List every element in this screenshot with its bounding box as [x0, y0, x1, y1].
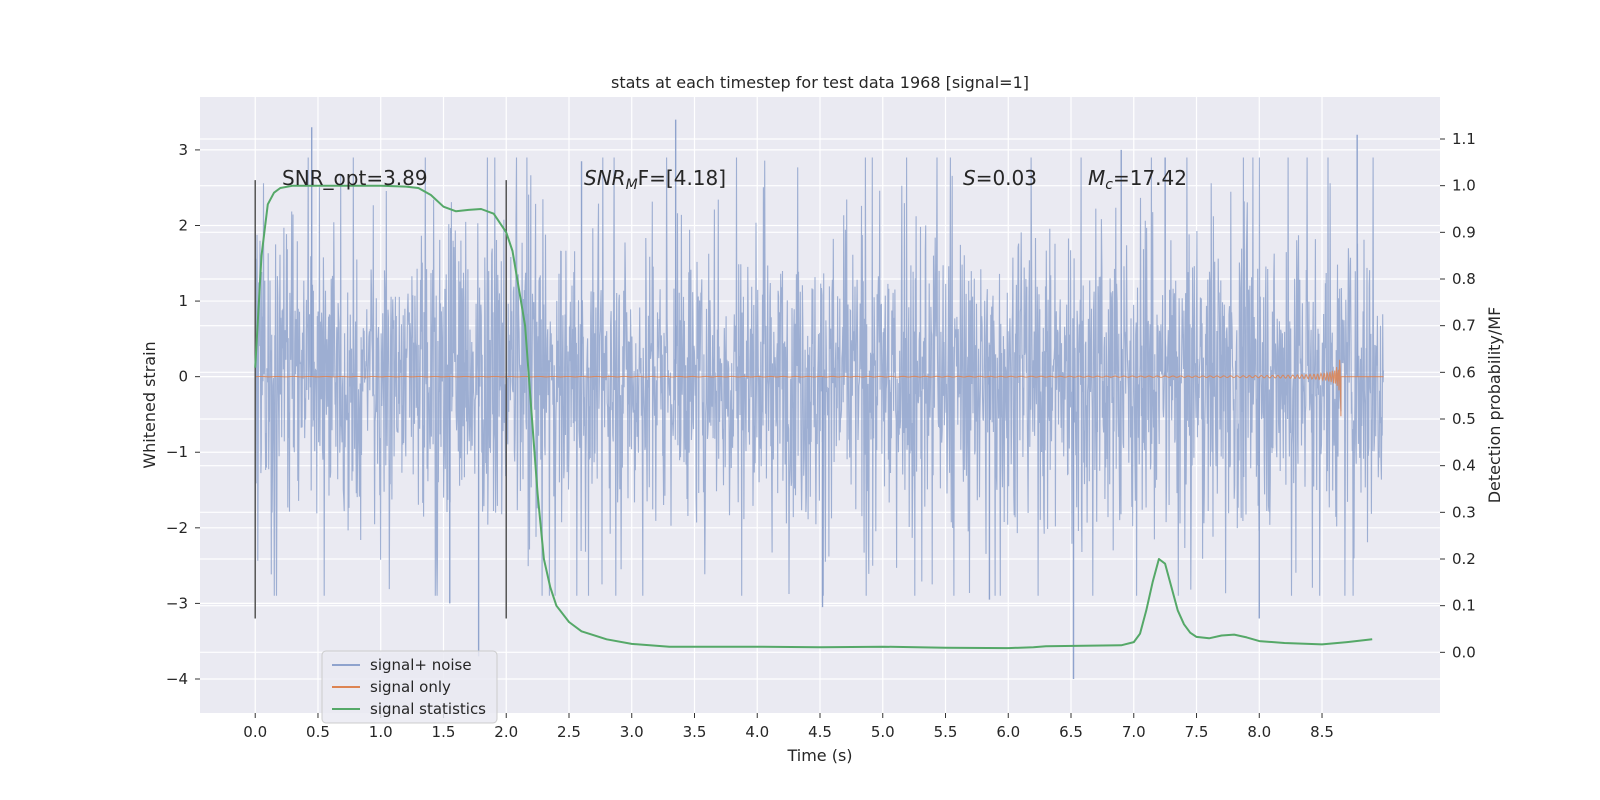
y-left-tick-label-2: 1: [178, 292, 188, 310]
mc-var: M: [1088, 166, 1105, 190]
y-right-tick-label-4: 0.7: [1452, 317, 1476, 335]
series-signal-plus-noise: [254, 119, 1385, 679]
x-axis-ticks: 0.0 0.5 1.0 1.5 2.0 2.5 3.0 3.5 4.0 4.5 5.0 5.5 6.0 6…: [243, 713, 1334, 741]
x-tick-label-9: 4.5: [808, 723, 832, 741]
annotation-s: S=0.03: [963, 166, 1037, 190]
y-right-axis-label: Detection probability/MF: [1485, 307, 1504, 504]
y-right-axis-ticks: 1.1 1.0 0.9 0.8 0.7 0.6 0.5 0.4 0.3 0.2 0.1 0.0: [1440, 130, 1476, 661]
signal-only-trace: [255, 359, 1384, 417]
signal-statistics-line: [254, 184, 1373, 650]
x-tick-label-17: 8.5: [1310, 723, 1334, 741]
y-right-tick-label-1: 1.0: [1452, 177, 1476, 195]
y-left-tick-label-5: −2: [166, 519, 188, 537]
y-right-tick-label-0: 1.1: [1452, 130, 1476, 148]
y-left-tick-label-7: −4: [166, 670, 188, 688]
series-signal-only: [255, 359, 1384, 417]
annotation-mc: Mc=17.42: [1088, 166, 1187, 193]
snr-mf-var: SNR: [584, 166, 626, 190]
x-tick-label-0: 0.0: [243, 723, 267, 741]
annotation-snr-mf: SNRMF=[4.18]: [584, 166, 726, 193]
y-right-tick-label-8: 0.3: [1452, 503, 1476, 521]
y-left-tick-label-0: 3: [178, 141, 188, 159]
legend-label-signal-statistics: signal statistics: [370, 700, 486, 718]
legend-label-signal-only: signal only: [370, 678, 451, 696]
annotation-snr-opt: SNR_opt=3.89: [282, 166, 428, 190]
mc-subscript: c: [1105, 177, 1113, 193]
y-left-tick-label-3: 0: [178, 368, 188, 386]
y-left-axis-ticks: 3 2 1 0 −1 −2 −3 −4: [166, 141, 200, 688]
y-right-tick-label-2: 0.9: [1452, 223, 1476, 241]
y-left-tick-label-1: 2: [178, 216, 188, 234]
x-tick-label-15: 7.5: [1185, 723, 1209, 741]
x-tick-label-2: 1.0: [369, 723, 393, 741]
x-tick-label-10: 5.0: [871, 723, 895, 741]
s-value: =0.03: [976, 166, 1037, 190]
snr-mf-subscript: M: [626, 177, 638, 193]
y-right-tick-label-6: 0.5: [1452, 410, 1476, 428]
vertical-markers: [254, 180, 507, 619]
snr-mf-value: F=[4.18]: [638, 166, 726, 190]
x-tick-label-6: 3.0: [620, 723, 644, 741]
x-tick-label-4: 2.0: [494, 723, 518, 741]
s-var: S: [963, 166, 976, 190]
x-axis-label: Time (s): [786, 746, 852, 765]
x-tick-label-12: 6.0: [996, 723, 1020, 741]
chart-title: stats at each timestep for test data 196…: [611, 73, 1029, 92]
y-left-axis-label: Whitened strain: [140, 341, 159, 468]
y-right-tick-label-11: 0.0: [1452, 643, 1476, 661]
x-tick-label-5: 2.5: [557, 723, 581, 741]
legend-frame: [321, 650, 498, 724]
y-right-tick-label-9: 0.2: [1452, 550, 1476, 568]
x-tick-label-11: 5.5: [934, 723, 958, 741]
y-right-tick-label-3: 0.8: [1452, 270, 1476, 288]
x-tick-label-1: 0.5: [306, 723, 330, 741]
x-tick-label-14: 7.0: [1122, 723, 1146, 741]
signal-plus-noise-trace: [254, 157, 1385, 596]
legend: signal+ noise signal only signal statist…: [321, 650, 498, 724]
y-right-tick-label-10: 0.1: [1452, 597, 1476, 615]
x-tick-label-3: 1.5: [432, 723, 456, 741]
y-left-tick-label-6: −3: [166, 594, 188, 612]
y-right-tick-label-5: 0.6: [1452, 363, 1476, 381]
mc-value: =17.42: [1113, 166, 1187, 190]
x-tick-label-16: 8.0: [1247, 723, 1271, 741]
y-left-tick-label-4: −1: [166, 443, 188, 461]
legend-label-signal-plus-noise: signal+ noise: [370, 656, 472, 674]
y-right-tick-label-7: 0.4: [1452, 457, 1476, 475]
x-tick-label-13: 6.5: [1059, 723, 1083, 741]
series-signal-statistics: [254, 184, 1373, 650]
x-tick-label-8: 4.0: [745, 723, 769, 741]
x-tick-label-7: 3.5: [683, 723, 707, 741]
